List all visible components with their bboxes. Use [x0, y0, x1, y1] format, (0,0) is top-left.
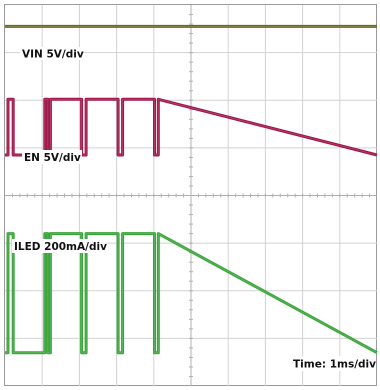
time-label-group: Time: 1ms/div [293, 356, 376, 371]
traces [5, 24, 378, 355]
iled-label-group: ILED 200mA/div [12, 239, 107, 253]
trace-iled [5, 232, 378, 355]
trace-highlight [5, 232, 378, 354]
iled-label: ILED 200mA/div [14, 241, 107, 253]
vin-label-group: VIN 5V/div [20, 47, 84, 61]
trace-highlight [5, 98, 378, 156]
time-label: Time: 1ms/div [293, 359, 376, 371]
en-label-group: EN 5V/div [22, 150, 82, 164]
vin-label: VIN 5V/div [22, 49, 84, 61]
trace-en [5, 97, 378, 157]
en-label: EN 5V/div [24, 152, 81, 164]
